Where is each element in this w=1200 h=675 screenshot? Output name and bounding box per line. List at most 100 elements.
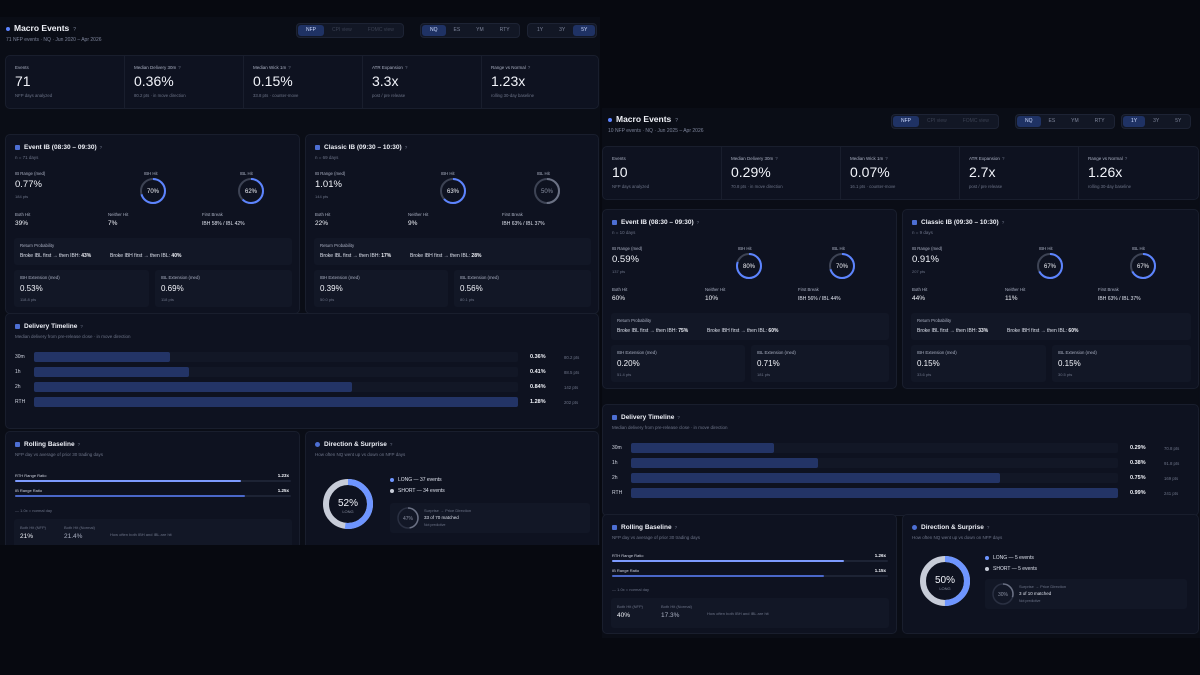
timeline-row-1h-value: 0.38% bbox=[1130, 460, 1146, 466]
direction-surprise-card: Direction & Surprise? How often NQ went … bbox=[902, 514, 1199, 634]
help-icon[interactable]: ? bbox=[885, 156, 888, 161]
help-icon[interactable]: ? bbox=[677, 415, 680, 420]
tab-fomc[interactable]: FOMC view bbox=[962, 118, 989, 124]
ibl-hit-ring: 62% bbox=[238, 178, 264, 204]
tab-nq[interactable]: NQ bbox=[1017, 116, 1041, 127]
timeline-row-30m-pts: 80.2 pts bbox=[564, 355, 580, 360]
timeline-row-30m-track bbox=[631, 443, 1118, 453]
ibh-hit-ring: 70% bbox=[140, 178, 166, 204]
svg-text:52%: 52% bbox=[338, 498, 358, 509]
tab-nq[interactable]: NQ bbox=[422, 25, 446, 36]
stat-range-vs-normal: Range vs Normal? 1.26x rolling 30-day ba… bbox=[1088, 156, 1131, 189]
tab-cpi[interactable]: CPI view bbox=[927, 118, 947, 124]
tab-1y[interactable]: 1Y bbox=[1123, 116, 1146, 127]
help-icon[interactable]: ? bbox=[696, 220, 700, 225]
compass-icon bbox=[315, 441, 320, 447]
timeline-row-2h-value: 0.84% bbox=[530, 384, 546, 390]
both-hit-compare: Both Hit (NFP) 21% Both Hit (Normal) 21.… bbox=[14, 519, 292, 545]
help-icon[interactable]: ? bbox=[1124, 156, 1128, 161]
ibh-hit-ring: 67% bbox=[1037, 253, 1063, 279]
stat-median-wick: Median Wick 1m? 0.07% 16.1 pts · counter… bbox=[841, 147, 960, 199]
timeline-row-30m-label: 30m bbox=[15, 354, 25, 360]
header: Macro Events? 10 NFP events · NQ · Jun 2… bbox=[602, 108, 1200, 142]
tab-3y[interactable]: 3Y bbox=[559, 27, 566, 33]
page-subtitle: 71 NFP events · NQ · Jun 2020 – Apr 2026 bbox=[6, 37, 102, 43]
timeline-row-2h-bar bbox=[631, 473, 1000, 483]
status-dot-icon bbox=[608, 117, 612, 122]
legend-dot-icon bbox=[985, 566, 989, 571]
tab-3y[interactable]: 3Y bbox=[1153, 118, 1160, 124]
timeline-row-30m-bar bbox=[34, 352, 171, 362]
dashboard-1y: Macro Events? 10 NFP events · NQ · Jun 2… bbox=[602, 108, 1200, 638]
timeline-row-2h-pts: 142 pts bbox=[564, 385, 579, 390]
timeline-row-1h-label: 1h bbox=[15, 369, 21, 375]
card-title: Delivery Timeline? bbox=[612, 414, 680, 421]
rth-ratio-bar bbox=[15, 480, 291, 482]
help-icon[interactable]: ? bbox=[404, 145, 408, 150]
tab-ym[interactable]: YM bbox=[1071, 118, 1079, 124]
tab-nfp[interactable]: NFP bbox=[298, 25, 324, 36]
svg-text:70%: 70% bbox=[147, 189, 160, 195]
help-icon[interactable]: ? bbox=[178, 65, 181, 70]
help-icon[interactable]: ? bbox=[288, 65, 291, 70]
timeline-row-30m-track bbox=[34, 352, 518, 362]
timeline-row-rth-bar bbox=[34, 397, 518, 407]
help-icon[interactable]: ? bbox=[389, 442, 393, 447]
legend-short: SHORT — 34 events bbox=[390, 488, 445, 494]
help-icon[interactable]: ? bbox=[674, 525, 678, 530]
tab-nfp[interactable]: NFP bbox=[893, 116, 919, 127]
tab-rty[interactable]: RTY bbox=[1094, 118, 1105, 124]
help-icon[interactable]: ? bbox=[527, 65, 531, 70]
tab-ym[interactable]: YM bbox=[476, 27, 484, 33]
svg-text:50%: 50% bbox=[541, 189, 554, 195]
timeline-row-rth-track bbox=[34, 397, 518, 407]
help-icon[interactable]: ? bbox=[80, 324, 83, 329]
tab-rty[interactable]: RTY bbox=[499, 27, 510, 33]
stat-range-vs-normal: Range vs Normal? 1.23x rolling 30-day ba… bbox=[491, 65, 534, 98]
delivery-timeline-card: Delivery Timeline? Median delivery from … bbox=[602, 404, 1199, 516]
page-title: Macro Events? bbox=[608, 114, 678, 124]
svg-text:67%: 67% bbox=[1044, 264, 1057, 270]
tab-es[interactable]: ES bbox=[453, 27, 461, 33]
help-icon[interactable]: ? bbox=[986, 525, 990, 530]
compass-icon bbox=[912, 524, 917, 530]
legend-dot-icon bbox=[390, 477, 394, 482]
timeline-row-30m-bar bbox=[631, 443, 774, 453]
help-icon[interactable]: ? bbox=[1001, 220, 1005, 225]
range-selector: 1Y 3Y 5Y bbox=[527, 23, 598, 38]
dashboard-5y: Macro Events? 71 NFP events · NQ · Jun 2… bbox=[0, 17, 600, 545]
tab-1y[interactable]: 1Y bbox=[537, 27, 544, 33]
stat-events: Events 71 NFP days analyzed bbox=[6, 56, 125, 108]
help-icon[interactable]: ? bbox=[99, 145, 103, 150]
help-icon[interactable]: ? bbox=[1001, 156, 1005, 161]
timeline-row-1h-bar bbox=[34, 367, 190, 377]
calendar-icon bbox=[315, 144, 320, 150]
help-icon[interactable]: ? bbox=[675, 118, 679, 124]
svg-text:80%: 80% bbox=[743, 264, 756, 270]
return-probability: Return Probability Broke IBL first → the… bbox=[14, 238, 292, 265]
symbol-selector: NQ ES YM RTY bbox=[1015, 114, 1115, 129]
timeline-row-rth-pts: 241 pts bbox=[1164, 491, 1179, 496]
timeline-row-1h-label: 1h bbox=[612, 460, 618, 466]
tab-cpi[interactable]: CPI view bbox=[332, 27, 352, 33]
bar-chart-icon bbox=[612, 524, 617, 530]
legend-long: LONG — 5 events bbox=[985, 555, 1034, 561]
tab-5y[interactable]: 5Y bbox=[573, 25, 596, 36]
stat-atr-expansion: ATR Expansion? 2.7x post / pre release bbox=[960, 147, 1079, 199]
help-icon[interactable]: ? bbox=[775, 156, 778, 161]
help-icon[interactable]: ? bbox=[404, 65, 408, 70]
svg-text:62%: 62% bbox=[245, 189, 258, 195]
help-icon[interactable]: ? bbox=[73, 27, 77, 33]
tab-es[interactable]: ES bbox=[1048, 118, 1056, 124]
ibl-extension: IBL Extension (med) 0.56% 80.1 pts bbox=[454, 270, 591, 307]
tab-fomc[interactable]: FOMC view bbox=[367, 27, 394, 33]
timeline-row-2h-label: 2h bbox=[612, 475, 618, 481]
svg-text:LONG: LONG bbox=[342, 509, 353, 514]
ibh-extension: IBH Extension (med) 0.53% 118.8 pts bbox=[14, 270, 149, 307]
stats-row: Events 71 NFP days analyzed Median Deliv… bbox=[5, 55, 599, 109]
tab-5y[interactable]: 5Y bbox=[1175, 118, 1182, 124]
calendar-icon bbox=[15, 144, 20, 150]
timeline-row-rth-value: 1.28% bbox=[530, 399, 546, 405]
help-icon[interactable]: ? bbox=[77, 442, 81, 447]
card-title: Direction & Surprise? bbox=[315, 441, 392, 448]
